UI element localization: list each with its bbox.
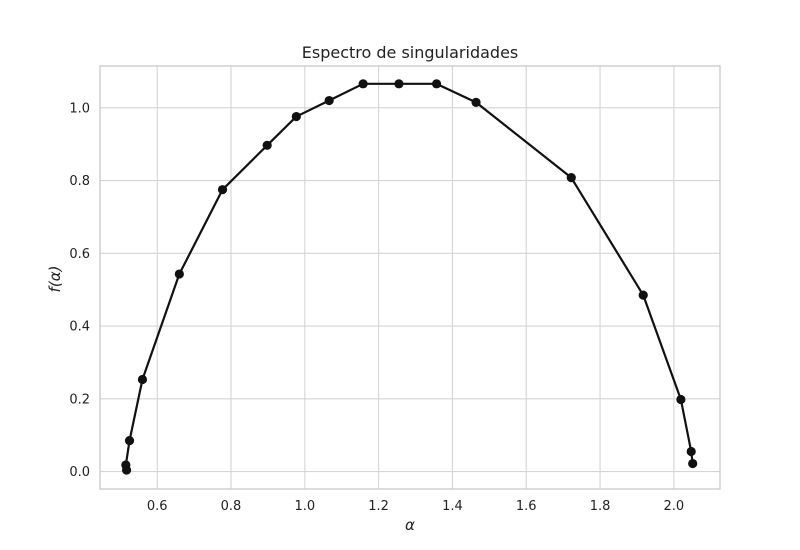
series bbox=[121, 79, 698, 475]
x-tick-label: 1.4 bbox=[442, 499, 463, 514]
x-tick-labels: 0.6 0.8 1.0 1.2 1.4 1.6 1.8 2.0 bbox=[147, 499, 684, 514]
x-tick-label: 1.0 bbox=[294, 499, 315, 514]
data-point bbox=[324, 95, 334, 106]
x-tick-label: 1.8 bbox=[590, 499, 611, 514]
data-point bbox=[174, 269, 184, 279]
chart-title: Espectro de singularidades bbox=[302, 43, 519, 62]
data-point bbox=[431, 79, 442, 89]
x-axis-label: α bbox=[405, 516, 415, 534]
data-point bbox=[358, 79, 368, 89]
y-tick-label: 0.0 bbox=[69, 465, 90, 480]
data-point bbox=[566, 173, 576, 183]
y-tick-label: 0.6 bbox=[69, 247, 90, 262]
data-point bbox=[686, 446, 696, 457]
y-tick-label: 1.0 bbox=[69, 101, 90, 116]
data-point bbox=[137, 374, 148, 385]
grid bbox=[100, 66, 720, 489]
data-point bbox=[262, 140, 272, 150]
y-tick-label: 0.8 bbox=[69, 174, 90, 189]
series-line bbox=[124, 82, 694, 471]
y-tick-labels: 0.0 0.2 0.4 0.6 0.8 1.0 bbox=[69, 101, 90, 480]
x-tick-label: 2.0 bbox=[664, 499, 685, 514]
y-axis-label: f(α) bbox=[46, 266, 64, 293]
data-point bbox=[638, 290, 648, 300]
x-tick-label: 1.2 bbox=[368, 499, 389, 514]
data-point bbox=[688, 458, 698, 469]
y-tick-label: 0.2 bbox=[69, 392, 90, 407]
plot-frame bbox=[99, 65, 721, 490]
x-tick-label: 1.6 bbox=[516, 499, 537, 514]
data-point bbox=[217, 185, 228, 195]
data-point bbox=[676, 394, 686, 405]
data-point bbox=[394, 79, 404, 89]
x-tick-label: 0.8 bbox=[221, 499, 242, 514]
data-point bbox=[291, 111, 301, 122]
data-point bbox=[121, 460, 131, 470]
x-tick-label: 0.6 bbox=[147, 499, 168, 514]
y-tick-label: 0.4 bbox=[69, 320, 90, 335]
data-point bbox=[471, 97, 481, 107]
data-point bbox=[124, 436, 135, 446]
